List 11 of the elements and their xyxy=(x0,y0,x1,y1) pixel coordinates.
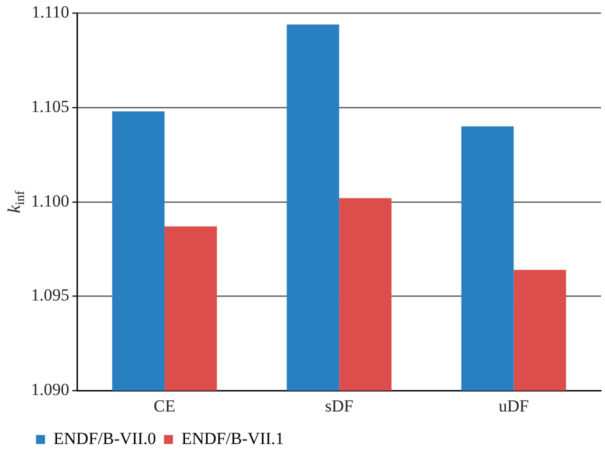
x-tick-label: sDF xyxy=(324,396,354,416)
y-tick-label: 1.110 xyxy=(32,2,70,22)
y-tick-label: 1.100 xyxy=(31,191,70,210)
y-axis-title: kinf xyxy=(4,190,27,214)
y-tick-label: 1.095 xyxy=(31,286,70,305)
legend-label: ENDF/B-VII.0 xyxy=(54,428,156,448)
y-tick-label: 1.105 xyxy=(31,97,70,116)
legend-label: ENDF/B-VII.1 xyxy=(181,428,284,448)
x-tick-label: uDF xyxy=(498,396,529,416)
y-tick-label: 1.090 xyxy=(31,380,70,400)
x-tick-label: CE xyxy=(154,396,176,416)
